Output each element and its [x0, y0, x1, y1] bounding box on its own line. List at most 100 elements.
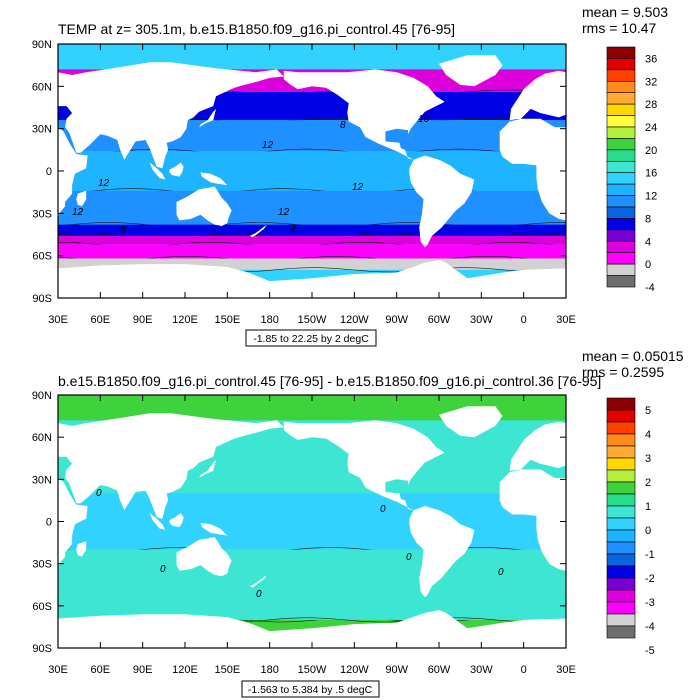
land-europe [509, 70, 566, 121]
colorbar-label: 2 [645, 477, 651, 489]
y-tick-label: 30S [32, 208, 52, 220]
colorbar-segment [606, 553, 636, 567]
zone-band [58, 235, 566, 245]
colorbar-segment [606, 172, 636, 185]
y-tick-label: 90N [32, 39, 52, 51]
land-borneo [169, 162, 184, 177]
rms-label: rms = 0.2595 [582, 364, 664, 380]
map-plot: 16 8 12 12 12 12 12 8 4 [58, 44, 566, 298]
colorbar-segment [606, 252, 636, 265]
colorbar-label: 16 [645, 168, 657, 180]
contour-label: 0 [256, 589, 262, 600]
x-tick-label: 120W [340, 664, 369, 676]
zone-band [58, 493, 566, 550]
y-tick-label: 90N [32, 390, 52, 402]
land-africa [499, 469, 566, 571]
panel-top: TEMP at z= 305.1m, b.e15.B1850.f09_g16.p… [32, 4, 668, 347]
zone-band [58, 151, 566, 191]
colorbar-segment [606, 160, 636, 174]
land-nz [249, 574, 267, 588]
x-tick-label: 30W [470, 314, 493, 326]
zone-band [58, 549, 566, 620]
contour-labels: 0 0 0 0 0 0 [96, 488, 504, 600]
y-tick-label: 30N [32, 474, 52, 486]
colorbar-segment [606, 529, 636, 543]
rms-label: rms = 10.47 [582, 20, 657, 36]
land-namerica [283, 420, 445, 511]
colorbar-label: 28 [645, 99, 657, 111]
colorbar: 5 4 3 2 1 0 -1 -2 -3 -4 -5 [606, 397, 655, 657]
colorbar-label: 0 [645, 525, 651, 537]
colorbar-segment [606, 263, 636, 276]
contour-label: 4 [290, 225, 296, 236]
colorbar-label: 3 [645, 453, 651, 465]
zone-band [58, 244, 566, 259]
colorbar-label: 32 [645, 76, 657, 88]
y-tick-label: 60S [32, 601, 52, 613]
chart-title: b.e15.B1850.f09_g16.pi_control.45 [76-95… [58, 373, 601, 389]
y-tick-label: 90S [32, 293, 52, 305]
land-antarctica [58, 610, 566, 648]
x-tick-label: 120E [172, 314, 198, 326]
colorbar-segment [606, 481, 636, 495]
x-axis: 30E 60E 90E 120E 150E 180 150W 120W 90W 60W 30W 0 30… [48, 44, 576, 326]
colorbar-segment [606, 206, 636, 219]
x-tick-label: 150W [298, 314, 327, 326]
range-label: -1.563 to 5.384 by .5 degC [248, 684, 373, 696]
colorbar: 36 32 28 24 20 16 12 8 4 0 -4 [606, 46, 657, 294]
colorbar-segment [606, 517, 636, 531]
y-tick-label: 0 [46, 517, 52, 529]
mean-label: mean = 9.503 [582, 4, 668, 20]
colorbar-segment [606, 469, 636, 483]
y-tick-label: 30N [32, 124, 52, 136]
x-tick-label: 150E [214, 664, 240, 676]
land-japan [199, 459, 216, 478]
colorbar-label: 12 [645, 191, 657, 203]
land-africaE [58, 477, 88, 570]
zone-band [58, 258, 566, 270]
x-tick-label: 180 [260, 664, 278, 676]
range-box: -1.563 to 5.384 by .5 degC [241, 680, 380, 698]
colorbar-segment [606, 229, 636, 242]
contour-label: 0 [380, 504, 386, 515]
range-label: -1.85 to 22.25 by 2 degC [253, 333, 369, 345]
colorbar-label: 0 [645, 259, 651, 271]
y-tick-label: 0 [46, 166, 52, 178]
land-sumatra [149, 513, 166, 530]
x-tick-label: 60W [428, 314, 451, 326]
colorbar-label: 36 [645, 53, 657, 65]
x-tick-label: 120E [172, 664, 198, 676]
x-tick-label: 90W [385, 664, 408, 676]
x-tick-label: 60W [428, 664, 451, 676]
x-tick-label: 90E [133, 664, 153, 676]
land-africa [499, 118, 566, 221]
land-samerica [409, 155, 475, 248]
land-africaE [58, 127, 88, 219]
x-tick-label: 30E [556, 664, 576, 676]
y-axis: 90N 60N 30N 0 30S 60S 90S [32, 39, 566, 305]
y-tick-label: 90S [32, 643, 52, 655]
contour-label: 16 [418, 114, 430, 125]
y-axis: 90N 60N 30N 0 30S 60S 90S [32, 390, 566, 655]
colorbar-segment [606, 195, 636, 208]
colorbar-segment [606, 589, 636, 603]
colorbar-segment [606, 58, 636, 71]
colorbar-segment [606, 149, 636, 162]
land-madagascar [76, 190, 87, 207]
contour-label: 8 [120, 225, 126, 236]
colorbar-segment [606, 240, 636, 254]
contour-label: 12 [278, 207, 290, 218]
contour-label: 0 [96, 488, 102, 499]
land-sumatra [149, 162, 166, 180]
colorbar-segment [606, 409, 636, 423]
land-japan [199, 108, 216, 128]
colorbar-label: 4 [645, 236, 651, 248]
colorbar-segment [606, 625, 636, 639]
map-plot: 0 0 0 0 0 0 [58, 395, 566, 648]
y-tick-label: 60N [32, 432, 52, 444]
contour-label: 0 [406, 552, 412, 563]
land-nz [249, 224, 267, 238]
contour-label: 12 [262, 140, 274, 151]
colorbar-segment [606, 397, 636, 411]
land-greenland [439, 55, 503, 87]
